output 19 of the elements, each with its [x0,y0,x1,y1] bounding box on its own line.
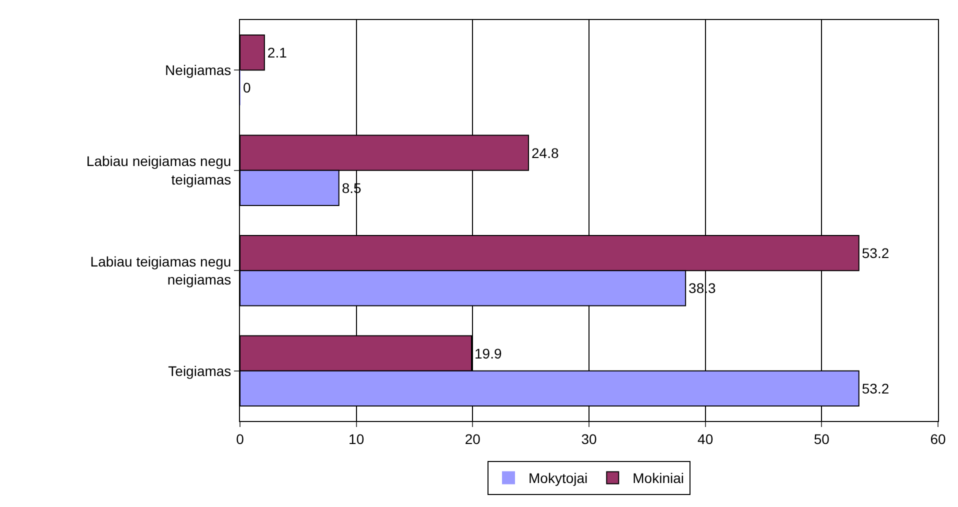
data-label: 53.2 [862,380,890,396]
legend-label: Mokytojai [528,470,588,486]
x-tick-label: 60 [930,430,946,447]
x-tick-label: 40 [698,430,714,447]
x-tick-label: 30 [581,430,597,447]
x-tick-label: 50 [814,430,830,447]
x-tick-label: 20 [464,430,481,447]
data-label: 0 [243,80,251,96]
y-tick-label: Teigiamas [168,362,232,379]
data-label: 19.9 [474,345,502,362]
data-label: 24.8 [532,144,559,161]
data-label: 2.1 [267,44,288,61]
x-tick-label: 0 [236,430,244,447]
x-tick-label: 10 [348,430,364,447]
y-tick-label: Labiau neigiamas negu teigiamas [86,153,232,188]
y-tick-label: Labiau teigiamas negu neigiamas [90,253,232,288]
data-label: 53.2 [862,245,890,262]
y-tick-label: Neigiamas [165,62,232,78]
legend-label: Mokiniai [632,470,684,486]
